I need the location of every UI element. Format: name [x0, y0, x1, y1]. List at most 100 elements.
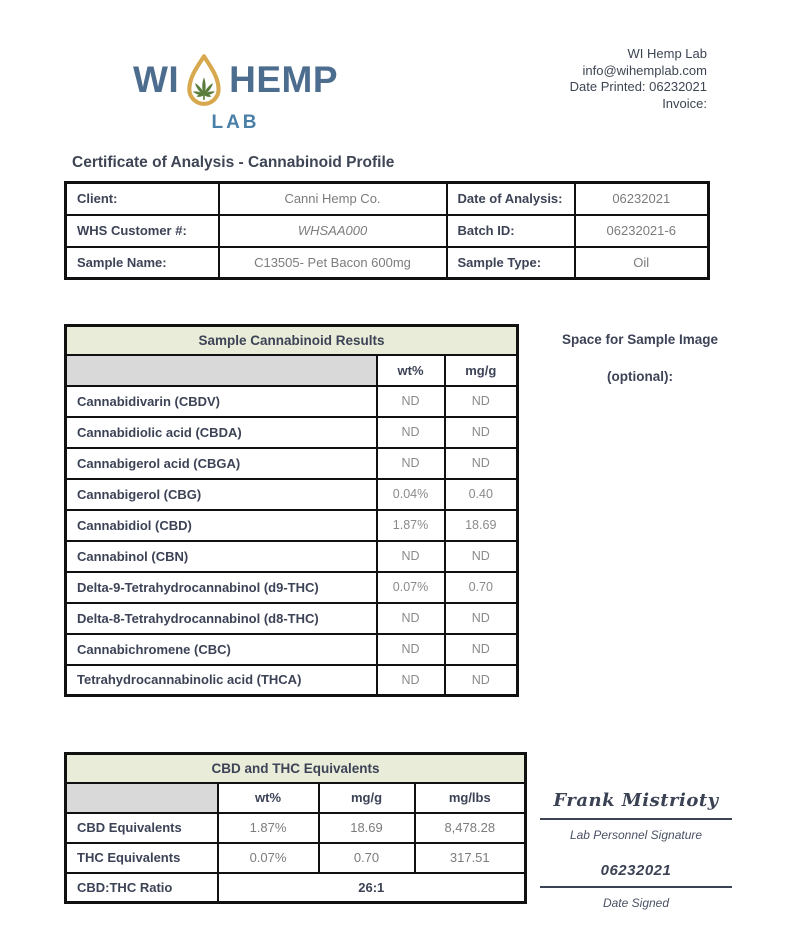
sample-image-note-line1: Space for Sample Image: [561, 332, 719, 347]
sample-type-label: Sample Type:: [445, 245, 576, 280]
contact-lab-name: WI Hemp Lab: [627, 46, 707, 61]
analyte-wt: 0.07%: [375, 570, 446, 604]
table-row: Cannabidiol (CBD) 1.87% 18.69: [64, 508, 519, 542]
batch-id-label: Batch ID:: [445, 213, 576, 248]
table-row: Cannabichromene (CBC) ND ND: [64, 632, 519, 666]
logo-word-hemp: HEMP: [229, 58, 338, 100]
table-row: Cannabigerol acid (CBGA) ND ND: [64, 446, 519, 480]
analyte-mg: 18.69: [443, 508, 519, 542]
sample-image-note-line2: (optional):: [607, 369, 673, 384]
analyte-name: Tetrahydrocannabinolic acid (THCA): [64, 663, 378, 697]
signature-block: Frank Mistrioty Lab Personnel Signature …: [540, 790, 732, 910]
table-header-row: CBD and THC Equivalents: [64, 752, 527, 784]
analyte-name: Cannabichromene (CBC): [64, 632, 378, 666]
page-title: Certificate of Analysis - Cannabinoid Pr…: [72, 154, 395, 171]
analyte-wt: ND: [375, 632, 446, 666]
whs-customer-value: WHSAA000: [217, 213, 448, 248]
cbd-equivalents-mg: 18.69: [317, 811, 416, 844]
analyte-mg: 0.70: [443, 570, 519, 604]
table-row: Delta-9-Tetrahydrocannabinol (d9-THC) 0.…: [64, 570, 519, 604]
mg-lbs-column-header: mg/lbs: [413, 781, 527, 814]
analyte-wt: ND: [375, 384, 446, 418]
date-of-analysis-label: Date of Analysis:: [445, 181, 576, 216]
logo-word-wi: WI: [133, 58, 180, 100]
analyte-wt: 0.04%: [375, 477, 446, 511]
date-of-analysis-value: 06232021: [573, 181, 710, 216]
lab-personnel-signature: Frank Mistrioty: [553, 790, 719, 811]
mg-g-column-header: mg/g: [443, 353, 519, 387]
thc-equivalents-label: THC Equivalents: [64, 841, 219, 874]
sample-name-label: Sample Name:: [64, 245, 220, 280]
table-row: WHS Customer #: WHSAA000 Batch ID: 06232…: [64, 213, 710, 248]
sample-name-value: C13505- Pet Bacon 600mg: [217, 245, 448, 280]
cbd-thc-ratio-value: 26:1: [216, 871, 527, 904]
date-signed-caption: Date Signed: [602, 896, 670, 910]
logo-sub-lab: LAB: [211, 112, 260, 133]
analyte-mg: ND: [443, 632, 519, 666]
analyte-mg: ND: [443, 446, 519, 480]
table-row: Cannabidiolic acid (CBDA) ND ND: [64, 415, 519, 449]
results-table-title: Sample Cannabinoid Results: [64, 324, 519, 356]
table-row: Cannabidivarin (CBDV) ND ND: [64, 384, 519, 418]
table-row: Client: Canni Hemp Co. Date of Analysis:…: [64, 181, 710, 216]
droplet-icon: [187, 54, 221, 106]
contact-date-printed: Date Printed: 06232021: [569, 79, 707, 94]
analyte-wt: 1.87%: [375, 508, 446, 542]
analyte-mg: ND: [443, 384, 519, 418]
lab-contact-block: WI Hemp Lab info@wihemplab.com Date Prin…: [570, 46, 707, 112]
whs-customer-label: WHS Customer #:: [64, 213, 220, 248]
analyte-wt: ND: [375, 601, 446, 635]
table-row: THC Equivalents 0.07% 0.70 317.51: [64, 841, 527, 874]
lab-logo: WI HEMP LAB: [133, 48, 338, 134]
thc-equivalents-mglbs: 317.51: [413, 841, 527, 874]
analyte-wt: ND: [375, 446, 446, 480]
signature-line: [540, 818, 732, 820]
sample-image-note: Space for Sample Image (optional):: [540, 332, 740, 384]
analyte-mg: ND: [443, 539, 519, 573]
equivalents-table-title: CBD and THC Equivalents: [64, 752, 527, 784]
sample-type-value: Oil: [573, 245, 710, 280]
analyte-name: Cannabigerol acid (CBGA): [64, 446, 378, 480]
analyte-name: Delta-9-Tetrahydrocannabinol (d9-THC): [64, 570, 378, 604]
signature-caption: Lab Personnel Signature: [569, 828, 703, 842]
analyte-mg: ND: [443, 415, 519, 449]
analyte-wt: ND: [375, 663, 446, 697]
table-row: CBD:THC Ratio 26:1: [64, 871, 527, 904]
date-signed-value: 06232021: [600, 862, 672, 879]
client-info-table: Client: Canni Hemp Co. Date of Analysis:…: [64, 181, 710, 280]
analyte-mg: ND: [443, 601, 519, 635]
contact-invoice: Invoice:: [662, 95, 707, 111]
table-row: Cannabigerol (CBG) 0.04% 0.40: [64, 477, 519, 511]
cbd-equivalents-wt: 1.87%: [216, 811, 320, 844]
analyte-wt: ND: [375, 415, 446, 449]
analyte-name: Cannabidiol (CBD): [64, 508, 378, 542]
analyte-name: Cannabinol (CBN): [64, 539, 378, 573]
analyte-wt: ND: [375, 539, 446, 573]
analyte-name: Delta-8-Tetrahydrocannabinol (d8-THC): [64, 601, 378, 635]
hemp-leaf-icon: [193, 77, 216, 100]
cbd-equivalents-label: CBD Equivalents: [64, 811, 219, 844]
table-row: Tetrahydrocannabinolic acid (THCA) ND ND: [64, 663, 519, 697]
table-column-header-row: wt% mg/g: [64, 353, 519, 387]
analyte-name: Cannabigerol (CBG): [64, 477, 378, 511]
equivalents-table: CBD and THC Equivalents wt% mg/g mg/lbs …: [64, 752, 528, 904]
analyte-name: Cannabidivarin (CBDV): [64, 384, 378, 418]
table-row: Delta-8-Tetrahydrocannabinol (d8-THC) ND…: [64, 601, 519, 635]
table-column-header-row: wt% mg/g mg/lbs: [64, 781, 527, 814]
date-signed-line: [540, 886, 732, 888]
analyte-name: Cannabidiolic acid (CBDA): [64, 415, 378, 449]
thc-equivalents-wt: 0.07%: [216, 841, 320, 874]
blank-header-cell: [64, 781, 219, 814]
analyte-mg: 0.40: [443, 477, 519, 511]
cannabinoid-results-table: Sample Cannabinoid Results wt% mg/g Cann…: [64, 324, 519, 697]
table-row: Cannabinol (CBN) ND ND: [64, 539, 519, 573]
table-row: CBD Equivalents 1.87% 18.69 8,478.28: [64, 811, 527, 844]
blank-header-cell: [64, 353, 378, 387]
analyte-mg: ND: [443, 663, 519, 697]
client-label: Client:: [64, 181, 220, 216]
cbd-equivalents-mglbs: 8,478.28: [413, 811, 527, 844]
wt-percent-column-header: wt%: [216, 781, 320, 814]
table-header-row: Sample Cannabinoid Results: [64, 324, 519, 356]
contact-email: info@wihemplab.com: [582, 62, 707, 78]
thc-equivalents-mg: 0.70: [317, 841, 416, 874]
